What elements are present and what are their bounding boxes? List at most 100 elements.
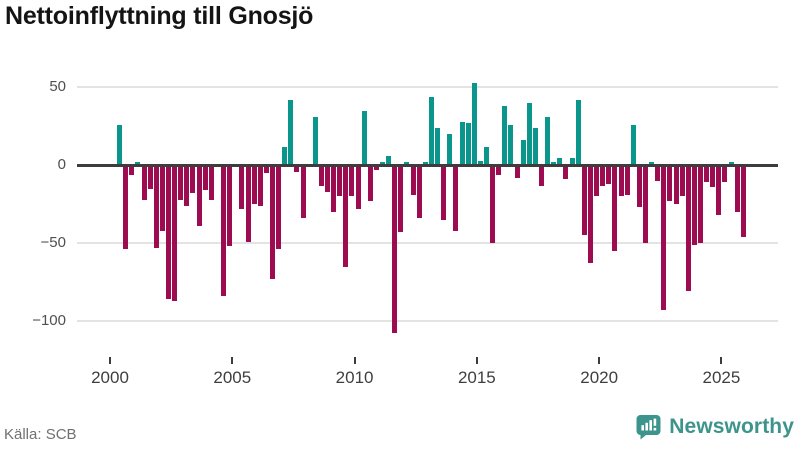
bar-2006-q2 <box>263 165 269 174</box>
source-label: Källa: SCB <box>4 426 77 443</box>
bar-2021-q3 <box>636 165 642 208</box>
bar-2002-q4 <box>178 165 184 200</box>
x-tick <box>109 357 111 364</box>
bar-2003-q3 <box>196 165 202 227</box>
bar-2019-q2 <box>581 165 587 236</box>
x-tick <box>720 357 723 364</box>
bar-2020-q1 <box>600 165 606 186</box>
bar-2023-q4 <box>691 165 697 245</box>
zero-line <box>77 164 778 167</box>
bar-2017-q2 <box>532 127 538 166</box>
newsworthy-logo[interactable]: Newsworthy <box>635 413 794 440</box>
bar-2001-q3 <box>147 165 153 189</box>
gridline <box>77 320 778 322</box>
newsworthy-wordmark: Newsworthy <box>669 414 794 438</box>
bar-2014-q4 <box>471 82 477 166</box>
bar-2013-q2 <box>435 127 441 166</box>
bar-2001-q2 <box>141 165 147 200</box>
bar-2009-q2 <box>337 165 343 197</box>
bar-2014-q2 <box>459 121 465 166</box>
bar-2004-q3 <box>221 165 227 297</box>
y-tick-label: −100 <box>32 312 66 329</box>
y-tick-label: 50 <box>49 78 66 96</box>
bar-2007-q4 <box>300 165 306 219</box>
y-tick-label: 0 <box>57 156 66 174</box>
bar-2002-q3 <box>172 165 178 301</box>
bar-2012-q4 <box>422 162 428 166</box>
bar-2000-q2 <box>117 124 123 166</box>
gridline <box>77 242 778 245</box>
bar-2020-q4 <box>618 165 624 197</box>
bar-2022-q3 <box>661 165 667 311</box>
bar-2023-q1 <box>673 165 679 205</box>
bar-2005-q2 <box>239 165 245 209</box>
bar-2023-q2 <box>679 165 685 197</box>
bar-2021-q1 <box>624 165 630 195</box>
bar-2012-q1 <box>404 162 410 166</box>
x-tick-label: 2015 <box>457 368 496 387</box>
bar-2022-q2 <box>655 165 661 181</box>
bar-2011-q4 <box>398 165 404 233</box>
bar-2020-q3 <box>612 165 618 251</box>
bar-2017-q4 <box>545 117 551 166</box>
bar-2011-q1 <box>380 162 386 166</box>
bar-2001-q1 <box>135 162 141 166</box>
bar-2003-q2 <box>190 165 196 194</box>
bar-2018-q1 <box>551 162 557 166</box>
x-tick-label: 2010 <box>335 368 374 387</box>
bar-2003-q1 <box>184 165 190 206</box>
gridline <box>77 86 778 89</box>
bar-2015-q4 <box>496 165 502 175</box>
bar-2016-q1 <box>502 106 508 166</box>
bar-2022-q1 <box>649 162 655 166</box>
bar-2002-q1 <box>159 165 165 231</box>
bar-2006-q1 <box>257 165 263 206</box>
x-tick <box>231 357 234 364</box>
bar-2015-q2 <box>483 146 489 166</box>
x-tick-label: 2020 <box>580 368 619 387</box>
bar-2022-q4 <box>667 165 673 202</box>
bar-2016-q2 <box>508 124 514 166</box>
bar-2010-q4 <box>373 165 379 170</box>
bar-2019-q4 <box>594 165 600 197</box>
bar-2003-q4 <box>202 165 208 191</box>
bar-2008-q2 <box>312 117 318 166</box>
bar-2004-q1 <box>208 165 214 200</box>
bar-2005-q3 <box>245 165 251 242</box>
bar-2013-q1 <box>428 96 434 166</box>
bar-2025-q1 <box>722 165 728 183</box>
bar-2024-q4 <box>716 165 722 216</box>
plot-area: 50 0 −50 −100 2000 2005 2010 2015 2020 2025 <box>32 78 778 387</box>
bar-2014-q3 <box>465 123 471 166</box>
x-tick <box>598 357 601 364</box>
bar-2010-q1 <box>355 165 361 209</box>
bar-2018-q3 <box>563 165 569 180</box>
bar-2016-q4 <box>520 140 526 166</box>
bar-2010-q2 <box>361 110 367 166</box>
bar-2007-q1 <box>282 146 288 166</box>
bar-2012-q3 <box>416 165 422 219</box>
bar-2000-q3 <box>123 165 129 250</box>
bar-2008-q4 <box>325 165 330 192</box>
x-tick-label: 2005 <box>213 368 252 387</box>
y-tick-label: −50 <box>40 234 66 252</box>
bar-2009-q4 <box>349 165 355 197</box>
bar-2005-q4 <box>251 165 257 205</box>
bar-2000-q4 <box>129 165 135 175</box>
bar-2020-q2 <box>606 165 612 184</box>
bar-2014-q1 <box>453 165 459 231</box>
bar-2011-q3 <box>392 165 398 334</box>
newsworthy-icon <box>636 415 661 440</box>
bar-2021-q2 <box>630 124 636 166</box>
bar-2009-q3 <box>343 165 349 267</box>
chart-title: Nettoinflyttning till Gnosjö <box>5 2 314 30</box>
bar-2001-q4 <box>153 165 159 248</box>
bar-2016-q3 <box>514 165 520 178</box>
x-tick-label: 2025 <box>702 368 741 387</box>
bar-2015-q1 <box>477 160 483 166</box>
bar-2007-q2 <box>288 99 294 166</box>
bar-2012-q2 <box>410 165 416 195</box>
bar-2002-q2 <box>166 165 172 300</box>
bar-2013-q3 <box>441 165 447 220</box>
